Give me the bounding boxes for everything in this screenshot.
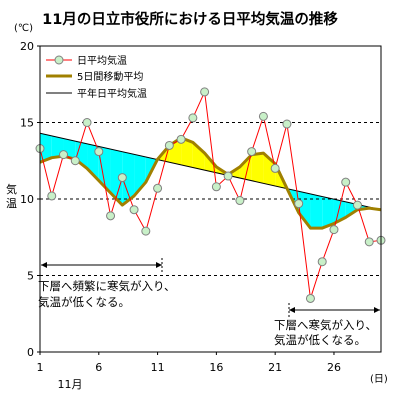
x-tick-label-16: 16 (209, 361, 223, 374)
daily-point-day-11 (154, 184, 162, 192)
y-tick-label-5: 5 (27, 270, 34, 283)
daily-point-day-5 (83, 119, 91, 127)
daily-point-day-3 (60, 151, 68, 159)
x-tick-label-11: 11 (151, 361, 165, 374)
daily-point-day-27 (342, 178, 350, 186)
marker-layer (36, 88, 385, 303)
y-axis-title-char-2: 温 (6, 197, 17, 210)
daily-point-day-13 (177, 135, 185, 143)
daily-point-day-10 (142, 227, 150, 235)
legend-moving-label: 5日間移動平均 (77, 70, 143, 83)
daily-point-day-6 (95, 148, 103, 156)
annotation-1-text-line-1: 下層へ頻繁に寒気が入り、 (38, 279, 176, 293)
y-unit-label: (℃) (14, 23, 33, 34)
chart-title: 11月の日立市役所における日平均気温の推移 (42, 10, 338, 28)
legend-daily-marker (55, 56, 63, 64)
daily-point-day-23 (295, 200, 303, 208)
annotation-1-text-line-2: 気温が低くなる。 (38, 295, 130, 309)
annotation-2-text-line-1: 下層へ寒気が入り、 (274, 318, 377, 332)
daily-point-day-15 (201, 88, 209, 96)
annotation-1-arrowhead-right (156, 262, 162, 268)
annotation-1-arrowhead-left (41, 262, 47, 268)
y-tick-label-20: 20 (20, 40, 34, 53)
daily-point-day-9 (130, 206, 138, 214)
daily-point-day-18 (236, 197, 244, 205)
y-tick-label-15: 15 (20, 117, 34, 130)
x-tick-label-21: 21 (268, 361, 282, 374)
legend-normal-label: 平年日平均気温 (77, 87, 147, 100)
daily-point-day-2 (48, 192, 56, 200)
daily-point-day-14 (189, 114, 197, 122)
annotation-2-text-line-2: 気温が低くなる。 (274, 333, 366, 347)
daily-point-day-4 (71, 157, 79, 165)
x-axis-month-label: 11月 (58, 378, 83, 391)
y-tick-label-0: 0 (27, 346, 34, 359)
x-tick-label-6: 6 (95, 361, 102, 374)
x-tick-label-1: 1 (37, 361, 44, 374)
daily-point-day-28 (353, 201, 361, 209)
legend-daily-label: 日平均気温 (77, 54, 127, 67)
fill-segment-19-0 (252, 153, 264, 183)
daily-point-day-12 (165, 141, 173, 149)
daily-point-day-17 (224, 172, 232, 180)
daily-point-day-24 (306, 294, 314, 302)
daily-point-day-7 (107, 212, 115, 220)
daily-point-day-29 (365, 238, 373, 246)
daily-point-day-26 (330, 226, 338, 234)
y-axis-title-char-1: 気 (6, 182, 17, 196)
annotation-2-arrowhead-right (374, 307, 380, 313)
annotation-2-arrowhead-left (289, 307, 295, 313)
y-axis-title: 気 温 (6, 182, 21, 210)
daily-point-day-25 (318, 258, 326, 266)
x-axis-unit-label: (日) (370, 374, 388, 385)
daily-point-day-8 (118, 174, 126, 182)
x-tick-label-26: 26 (327, 361, 341, 374)
daily-point-day-20 (259, 112, 267, 120)
daily-point-day-22 (283, 120, 291, 128)
daily-point-day-16 (212, 183, 220, 191)
daily-point-day-21 (271, 164, 279, 172)
annotation-layer: 下層へ頻繁に寒気が入り、気温が低くなる。下層へ寒気が入り、気温が低くなる。 (38, 258, 380, 347)
daily-point-day-19 (248, 148, 256, 156)
y-tick-label-10: 10 (20, 193, 34, 206)
fill-layer (40, 133, 381, 228)
